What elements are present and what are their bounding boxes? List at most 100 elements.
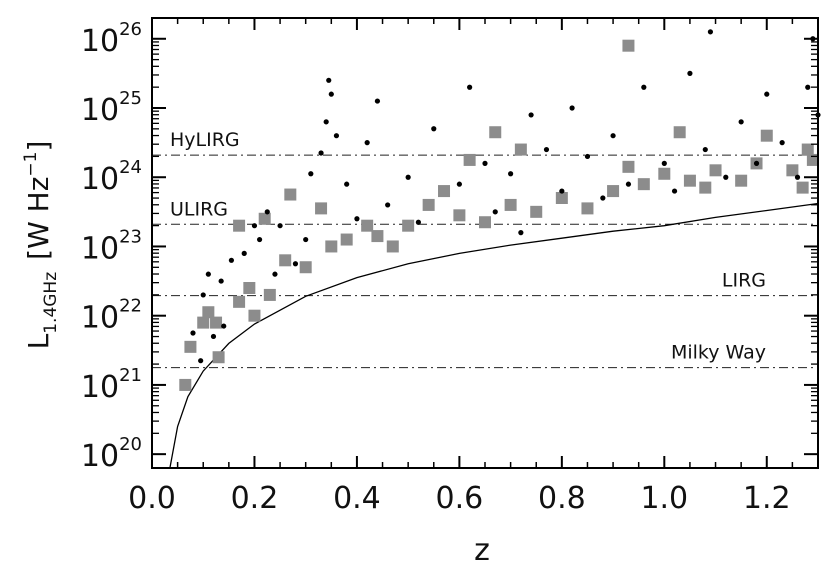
dot-marker	[354, 216, 360, 222]
y-tick-base: 10	[81, 370, 119, 405]
y-axis-title-unit: [W Hz	[22, 177, 55, 260]
plot-frame	[151, 17, 819, 469]
dot-marker	[323, 119, 329, 125]
y-axis-title-base: L	[22, 333, 55, 349]
dot-marker	[241, 250, 247, 256]
square-marker	[284, 188, 297, 201]
x-tick-label: 0.0	[128, 481, 176, 516]
y-axis-title-unit-exp: −1	[21, 152, 41, 177]
square-marker	[699, 181, 712, 194]
detection-limit-line	[169, 202, 819, 469]
dot-marker	[385, 202, 391, 208]
square-marker	[786, 164, 799, 177]
threshold-label: HyLIRG	[170, 129, 240, 151]
dot-marker	[543, 146, 550, 153]
square-marker	[453, 209, 466, 222]
square-marker	[514, 143, 527, 156]
square-marker	[801, 143, 814, 156]
dot-marker	[482, 160, 488, 166]
dot-marker	[210, 333, 217, 340]
square-marker	[263, 288, 276, 301]
dot-marker	[364, 140, 370, 146]
y-tick-label: 1022	[81, 296, 142, 336]
dot-marker	[738, 119, 744, 125]
square-marker	[555, 192, 568, 204]
square-marker	[197, 316, 210, 329]
x-tick-label: 0.4	[333, 481, 381, 516]
tick-labels: 0.0 0.2 0.4 0.6 0.8 1.0 1.21020102110221023102…	[81, 19, 791, 516]
dot-marker	[687, 70, 693, 76]
square-marker	[402, 219, 415, 232]
x-tick-label: 0.2	[231, 481, 279, 516]
x-axis-title: z	[474, 533, 490, 568]
dot-marker	[518, 230, 524, 236]
y-tick-label: 1020	[81, 434, 142, 474]
dot-marker	[264, 209, 270, 215]
dot-marker	[205, 271, 211, 277]
dot-marker	[328, 91, 334, 97]
square-marker	[210, 316, 223, 329]
square-marker	[489, 126, 502, 139]
square-marker	[463, 153, 476, 166]
dot-marker	[671, 188, 678, 194]
square-marker	[233, 219, 246, 232]
y-tick-base: 10	[81, 301, 119, 336]
dot-marker	[277, 223, 283, 229]
square-marker	[248, 309, 261, 322]
dot-marker	[228, 257, 235, 263]
square-marker	[622, 39, 635, 52]
y-tick-exponent: 23	[119, 226, 142, 247]
threshold-lines: HyLIRG ULIRG LIRG Milky Way	[152, 129, 818, 369]
dot-marker	[528, 112, 534, 118]
square-marker	[243, 282, 256, 294]
dot-marker	[625, 181, 632, 187]
square-marker	[386, 240, 399, 253]
dot-marker	[805, 84, 811, 90]
y-tick-label: 1025	[81, 88, 142, 128]
square-marker	[504, 198, 517, 211]
dot-marker	[661, 160, 667, 166]
dot-marker	[200, 292, 206, 298]
x-tick-label: 1.0	[640, 481, 688, 516]
dot-marker	[333, 133, 340, 139]
square-marker	[683, 174, 696, 187]
dot-marker	[569, 105, 575, 111]
square-marker	[361, 219, 374, 232]
square-marker	[315, 202, 328, 215]
dot-marker	[610, 133, 616, 139]
square-marker	[438, 185, 451, 198]
square-marker	[760, 129, 773, 142]
y-tick-base: 10	[81, 24, 119, 59]
y-axis-title-subscript: 1.4GHz	[41, 272, 61, 334]
square-marker	[673, 126, 686, 139]
detection-limit-curve	[169, 202, 819, 469]
threshold-label: ULIRG	[170, 198, 228, 220]
dot-marker	[415, 219, 421, 225]
x-tick-label: 0.8	[538, 481, 586, 516]
square-marker	[202, 306, 215, 319]
dot-marker	[559, 188, 565, 194]
y-tick-base: 10	[81, 162, 119, 197]
dot-marker	[600, 195, 606, 201]
square-marker	[258, 212, 271, 225]
square-marker	[212, 351, 225, 364]
data-points	[179, 29, 821, 391]
dot-marker	[256, 236, 263, 243]
dot-marker	[794, 174, 801, 180]
dot-marker	[326, 77, 332, 83]
dot-marker	[344, 181, 350, 187]
y-tick-base: 10	[81, 93, 119, 128]
y-tick-label: 1024	[81, 157, 142, 197]
dot-marker	[723, 174, 729, 180]
dot-marker	[508, 171, 514, 177]
dot-marker	[318, 150, 324, 156]
dot-marker	[221, 323, 227, 329]
y-axis-title-unit-close: ]	[22, 141, 55, 152]
dot-marker	[492, 209, 498, 215]
dot-marker	[292, 261, 299, 267]
square-marker	[530, 205, 543, 218]
square-marker	[184, 340, 197, 353]
y-tick-label: 1023	[81, 226, 142, 266]
square-marker	[371, 230, 384, 243]
